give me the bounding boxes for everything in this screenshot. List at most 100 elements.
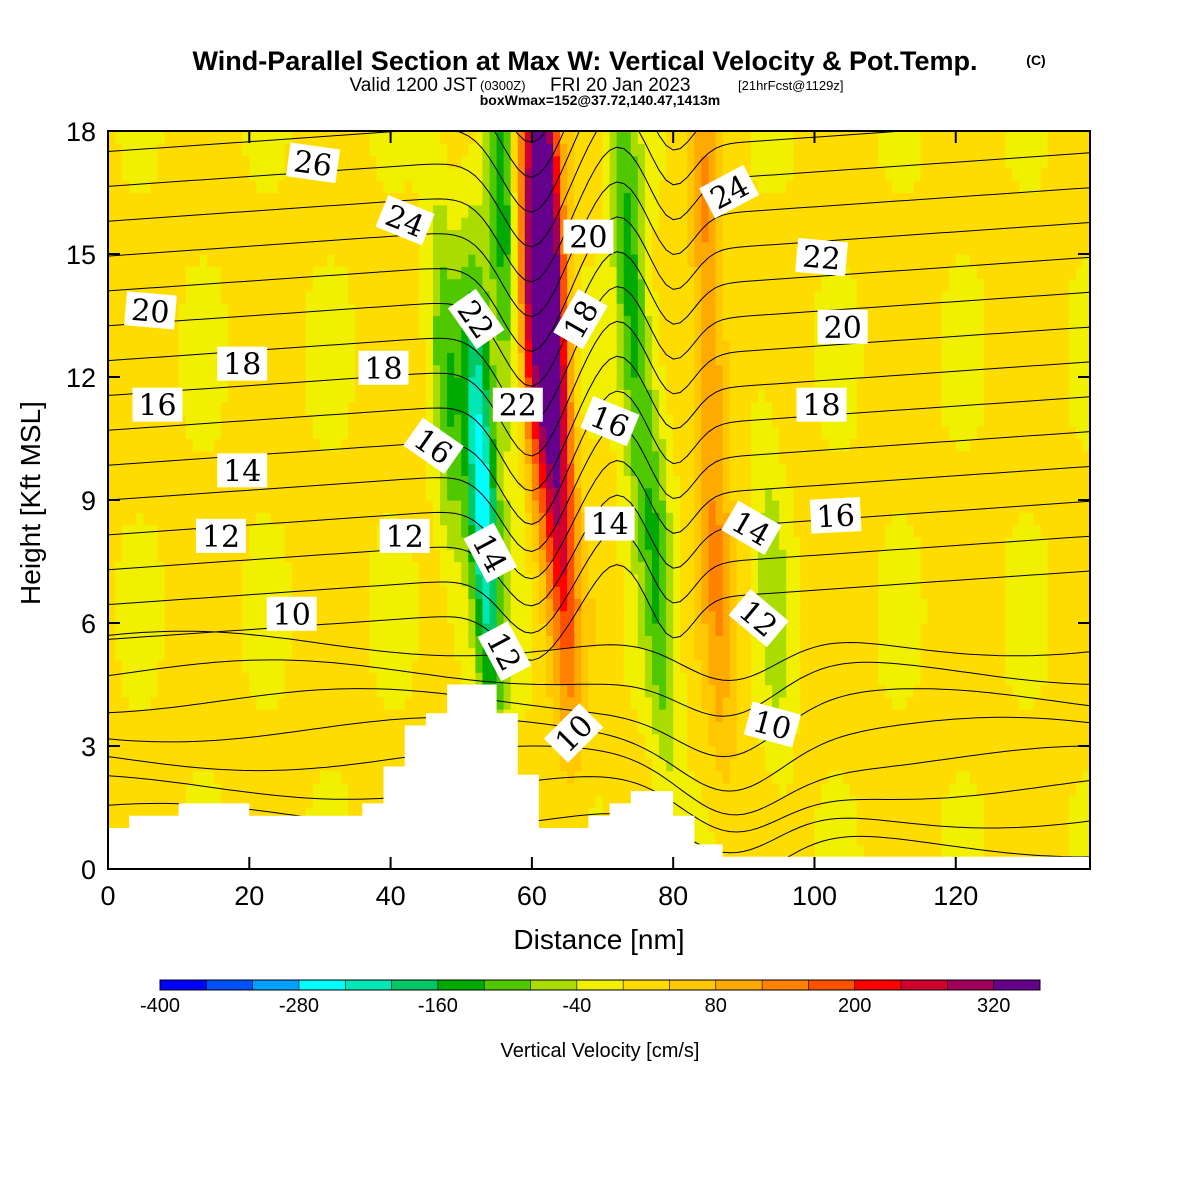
velocity-cell <box>348 733 356 747</box>
velocity-cell <box>228 315 236 329</box>
velocity-cell <box>546 377 554 390</box>
velocity-cell <box>574 500 582 513</box>
velocity-cell <box>122 204 130 218</box>
velocity-cell <box>284 389 293 403</box>
velocity-cell <box>206 266 215 280</box>
velocity-cell <box>482 266 491 280</box>
velocity-cell <box>348 438 356 452</box>
velocity-cell <box>644 696 653 710</box>
velocity-cell <box>659 450 667 464</box>
velocity-cell <box>588 536 597 550</box>
velocity-cell <box>454 659 462 673</box>
velocity-cell <box>150 573 159 587</box>
velocity-cell <box>228 733 236 747</box>
velocity-cell <box>298 672 307 686</box>
velocity-cell <box>178 684 187 698</box>
velocity-cell <box>108 266 116 280</box>
velocity-cell <box>376 709 385 722</box>
velocity-cell <box>171 746 180 759</box>
velocity-cell <box>644 131 653 144</box>
velocity-cell <box>136 450 144 464</box>
velocity-cell <box>538 807 547 821</box>
velocity-cell <box>178 770 187 784</box>
velocity-cell <box>588 254 597 267</box>
velocity-cell <box>270 512 279 526</box>
velocity-cell <box>249 290 257 304</box>
velocity-cell <box>108 524 116 538</box>
velocity-cell <box>425 266 434 280</box>
velocity-cell <box>630 254 639 267</box>
velocity-cell <box>418 684 427 698</box>
velocity-cell <box>581 180 589 194</box>
velocity-cell <box>298 327 307 341</box>
velocity-cell <box>496 315 505 329</box>
velocity-cell <box>213 413 222 427</box>
velocity-cell <box>213 377 222 390</box>
velocity-cell <box>468 377 476 390</box>
velocity-cell <box>397 450 406 464</box>
velocity-cell <box>242 327 250 341</box>
velocity-cell <box>680 229 688 243</box>
velocity-cell <box>383 180 392 194</box>
velocity-cell <box>418 635 427 649</box>
velocity-cell <box>298 524 307 538</box>
velocity-cell <box>284 573 293 587</box>
velocity-cell <box>298 254 307 267</box>
velocity-cell <box>334 290 342 304</box>
velocity-cell <box>235 696 243 710</box>
velocity-cell <box>404 180 413 194</box>
velocity-cell <box>553 401 561 415</box>
velocity-cell <box>524 315 533 329</box>
velocity-cell <box>432 143 441 157</box>
velocity-cell <box>383 463 392 476</box>
velocity-cell <box>178 450 187 464</box>
velocity-cell <box>171 770 180 784</box>
velocity-cell <box>256 586 265 599</box>
velocity-cell <box>517 217 526 230</box>
velocity-cell <box>651 241 660 255</box>
velocity-cell <box>185 131 194 144</box>
velocity-cell <box>291 315 300 329</box>
velocity-cell <box>440 598 448 612</box>
velocity-cell <box>150 155 159 169</box>
velocity-cell <box>108 340 116 353</box>
velocity-cell <box>666 659 674 673</box>
velocity-cell <box>305 696 314 710</box>
velocity-cell <box>171 463 180 476</box>
velocity-cell <box>192 647 201 661</box>
velocity-cell <box>108 217 116 230</box>
velocity-cell <box>164 143 173 157</box>
velocity-cell <box>263 635 272 649</box>
velocity-cell <box>341 721 349 735</box>
velocity-cell <box>136 598 144 612</box>
velocity-cell <box>376 672 385 686</box>
velocity-cell <box>256 254 265 267</box>
velocity-cell <box>256 684 265 698</box>
velocity-cell <box>546 180 554 194</box>
velocity-cell <box>390 733 399 747</box>
velocity-cell <box>440 278 448 292</box>
velocity-cell <box>397 758 406 772</box>
velocity-cell <box>447 167 455 181</box>
velocity-cell <box>447 586 455 599</box>
velocity-cell <box>199 131 208 144</box>
velocity-cell <box>263 672 272 686</box>
velocity-cell <box>298 303 307 317</box>
velocity-cell <box>383 315 392 329</box>
velocity-cell <box>291 426 300 440</box>
velocity-cell <box>447 327 455 341</box>
velocity-cell <box>574 536 582 550</box>
velocity-cell <box>115 315 123 329</box>
velocity-cell <box>256 709 265 722</box>
velocity-cell <box>249 524 257 538</box>
velocity-cell <box>298 487 307 501</box>
velocity-cell <box>659 500 667 513</box>
velocity-cell <box>517 204 526 218</box>
velocity-cell <box>680 303 688 317</box>
velocity-cell <box>468 647 476 661</box>
velocity-cell <box>270 500 279 513</box>
velocity-cell <box>560 450 568 464</box>
velocity-cell <box>291 278 300 292</box>
velocity-cell <box>503 377 512 390</box>
velocity-cell <box>616 586 625 599</box>
